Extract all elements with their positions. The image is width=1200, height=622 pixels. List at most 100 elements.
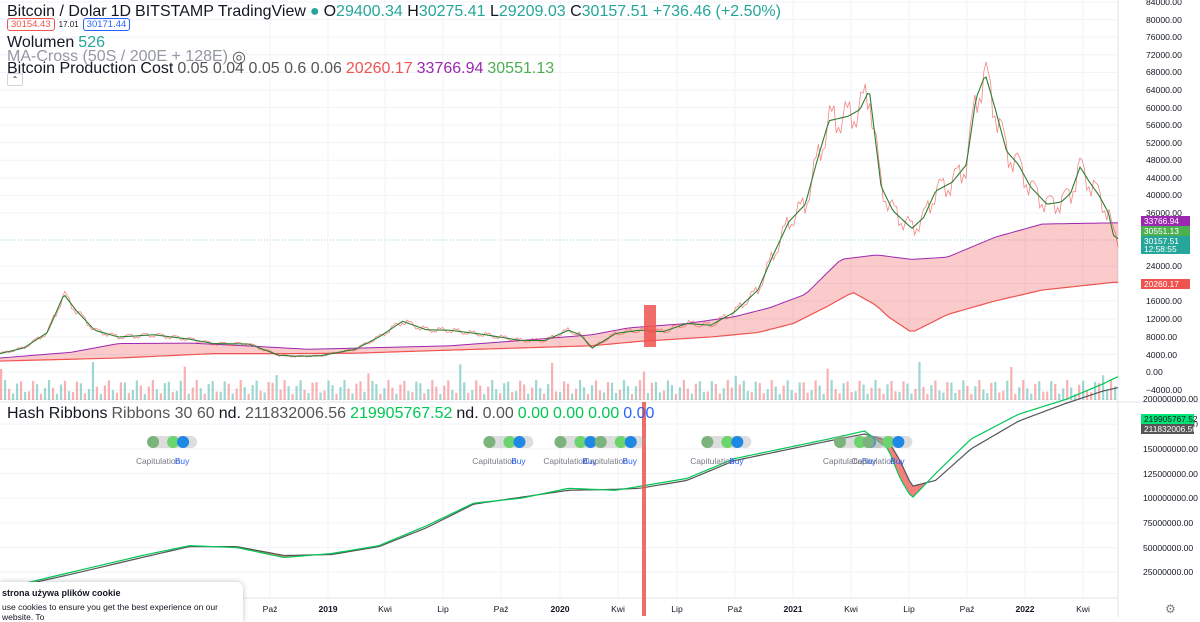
volume-bar [595,381,597,400]
collapse-legend-button[interactable]: ⌃ [7,73,23,86]
volume-bar [771,380,773,400]
volume-bar [926,394,928,400]
capitulation-label: Capitulation [543,456,587,466]
production-cost-label[interactable]: Bitcoin Production Cost [7,60,173,78]
volume-bar [295,386,297,400]
volume-bar [910,393,912,400]
volume-bar [88,389,90,400]
volume-bar [303,390,305,400]
volume-bar [894,391,896,400]
volume-bar [679,387,681,400]
volume-bar [363,392,365,400]
volume-bar [715,384,717,400]
volume-bar [311,383,313,400]
volume-bar [415,382,417,400]
volume-bar [327,381,329,400]
volume-bar [819,385,821,400]
volume-bar [603,393,605,400]
volume-bar [439,394,441,400]
volume-bar [84,393,86,400]
hash-axis-tick: 150000000.00 [1143,444,1198,454]
volume-bar [120,382,122,400]
hash-ribbons-label[interactable]: Hash Ribbons [7,405,108,423]
volume-bar [978,380,980,400]
hash-axis-tick: 75000000.00 [1143,518,1193,528]
volume-bar [224,381,226,400]
volume-bar [759,383,761,400]
volume-bar [619,390,621,400]
volume-bar [842,383,844,400]
volume-bar [331,385,333,400]
volume-bar [100,394,102,400]
cookie-banner[interactable]: strona używa plików cookie use cookies t… [0,582,243,622]
volume-bar [942,393,944,400]
volume-bar [1054,384,1056,400]
volume-bar [471,390,473,400]
buy-dot[interactable] [892,436,904,448]
volume-bar [475,380,477,400]
volume-bar [763,393,765,400]
volume-bar [208,384,210,400]
buy-dot[interactable] [513,436,525,448]
price-axis-tick: 60000.00 [1146,103,1182,113]
volume-bar [1034,384,1036,400]
volume-bar [527,394,529,400]
volume-bar [767,389,769,400]
volume-bar [431,380,433,400]
buy-dot[interactable] [584,436,596,448]
volume-bar [870,388,872,400]
time-axis-label: Kwi [611,604,625,614]
volume-bar [395,394,397,400]
volume-bar [507,382,509,400]
volume-bar [659,392,661,400]
volume-bar [719,394,721,400]
volume-bar [387,380,389,400]
volume-bar [671,385,673,400]
price-axis-tick: 40000.00 [1146,190,1182,200]
volume-bar [128,393,130,400]
buy-label: Buy [511,456,525,466]
buy-dot[interactable] [625,436,637,448]
volume-bar [723,388,725,400]
volume-bar [731,388,733,400]
volume-bar [531,388,533,400]
volume-bar [986,393,988,400]
volume-bar [591,385,593,400]
production-cost-v3: 30551.13 [487,60,554,78]
volume-bar [1062,388,1064,400]
volume-bar [839,393,841,400]
time-axis-label: Paź [728,604,743,614]
volume-bar [711,381,713,400]
capitulation-dot [554,436,566,448]
price-tag: 30551.13 [1141,226,1190,236]
volume-bar [459,364,461,400]
volume-bar [886,384,888,400]
buy-dot[interactable] [731,436,743,448]
volume-bar [379,394,381,400]
volume-bar [276,375,278,400]
volume-bar [1050,381,1052,400]
buy-dot[interactable] [177,436,189,448]
volume-bar [96,387,98,400]
price-axis-tick: 64000.00 [1146,85,1182,95]
volume-bar [152,380,154,400]
time-axis-label: Kwi [378,604,392,614]
volume-bar [970,394,972,400]
volume-bar [60,384,62,400]
volume-bar [567,384,569,400]
volume-bar [236,389,238,400]
volume-bar [691,394,693,400]
sell-price-button[interactable]: 30154.43 [7,18,55,31]
volume-bar [890,381,892,400]
volume-bar [184,367,186,400]
price-tag: 12:58:55 [1141,244,1190,254]
buy-price-button[interactable]: 30171.44 [83,18,131,31]
volume-bar [36,384,38,400]
price-spike-marker [644,305,656,347]
volume-bar [156,389,158,400]
volume-bar [787,380,789,400]
settings-gear-icon[interactable]: ⚙ [1165,602,1176,616]
volume-bar [635,386,637,400]
hash-zero-1: 0.00 [518,405,549,423]
